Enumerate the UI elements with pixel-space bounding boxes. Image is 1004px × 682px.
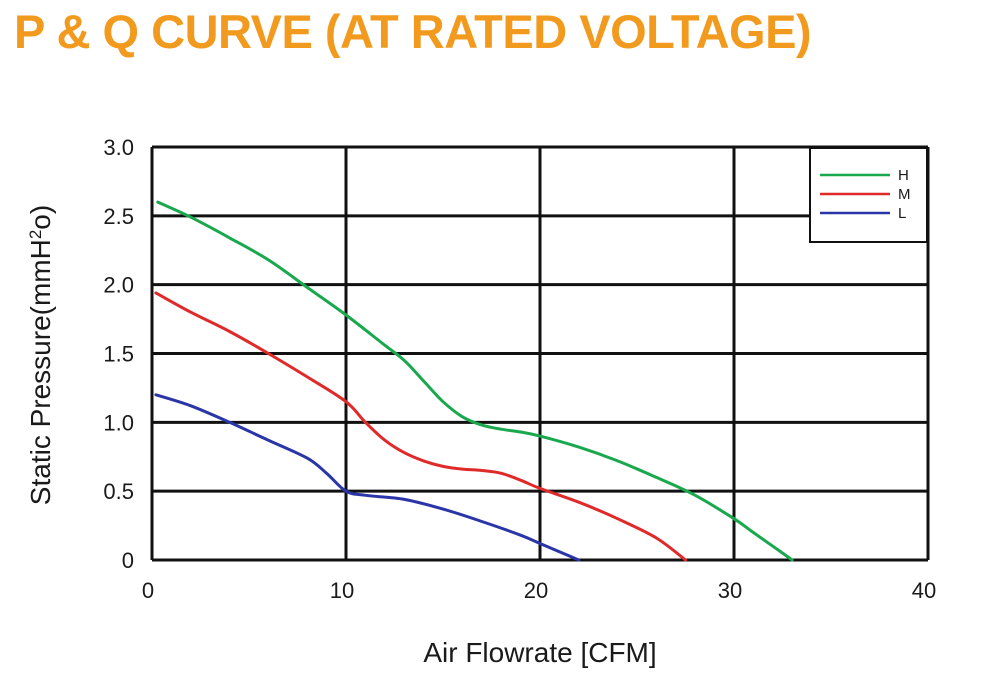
series-line-l (154, 393, 581, 562)
y-tick-label: 0.5 (103, 479, 134, 504)
x-tick-label: 10 (330, 578, 354, 603)
x-tick-label: 20 (524, 578, 548, 603)
legend-label-l: L (898, 205, 906, 222)
legend-label-h: H (898, 167, 909, 184)
y-tick-label: 0 (122, 548, 134, 573)
y-tick-label: 3.0 (103, 135, 134, 160)
x-tick-label: 30 (718, 578, 742, 603)
x-axis-label: Air Flowrate [CFM] (423, 637, 656, 668)
series-line-m (154, 291, 687, 562)
x-tick-label: 0 (142, 578, 154, 603)
series-line-h (156, 200, 794, 562)
y-tick-label: 2.5 (103, 204, 134, 229)
x-tick-label: 40 (912, 578, 936, 603)
y-axis-label-superscript: 2 (26, 230, 45, 239)
grid-layer (150, 145, 930, 562)
legend: HML (809, 147, 928, 243)
y-axis-label: Static Pressure(mmH2o) (25, 205, 56, 505)
tick-layer: 0 0.5 1.0 1.5 2.0 2.5 3.0 0 10 20 30 40 (103, 135, 936, 603)
y-tick-label: 1.0 (103, 410, 134, 435)
page-title: P & Q CURVE (AT RATED VOLTAGE) (14, 5, 812, 58)
y-axis-label-end: o) (25, 205, 56, 230)
legend-label-m: M (898, 186, 911, 203)
series-layer (154, 200, 794, 562)
y-axis-label-main: Static Pressure(mmH (25, 239, 56, 505)
y-tick-label: 2.0 (103, 273, 134, 298)
y-tick-label: 1.5 (103, 342, 134, 367)
